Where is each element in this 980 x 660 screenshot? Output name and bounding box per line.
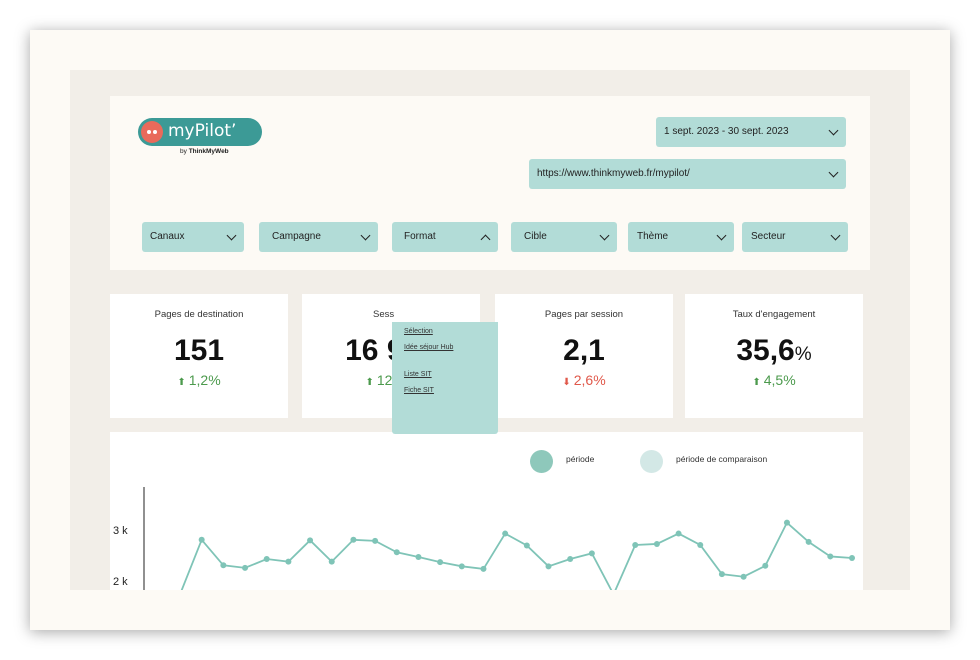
y-tick-label: 2 k <box>113 576 128 588</box>
kpi-delta: ⬆ 4,5% <box>752 372 796 388</box>
sessions-chart-panel: période période de comparaison 3 k 2 k <box>110 432 863 590</box>
kpi-value: 2,1 <box>563 334 605 367</box>
data-point <box>415 553 422 560</box>
chevron-down-icon <box>226 230 237 241</box>
data-point <box>849 555 855 561</box>
series-line-period <box>180 521 853 590</box>
logo-byline: by ThinkMyWeb <box>180 148 229 155</box>
data-point <box>718 571 725 578</box>
data-point <box>372 537 379 544</box>
data-point <box>653 540 660 547</box>
data-point <box>588 550 595 557</box>
legend-dot-comparison <box>640 450 663 473</box>
data-point <box>762 562 769 569</box>
data-point <box>328 558 335 565</box>
filter-cible[interactable]: Cible <box>511 222 617 252</box>
kpi-delta: ⬆ 1,2% <box>177 372 221 388</box>
legend-dot-period <box>530 450 553 473</box>
menu-item-idee-sejour-hub[interactable]: Idée séjour Hub <box>404 344 454 351</box>
chevron-down-icon <box>828 167 839 178</box>
data-point <box>740 573 747 580</box>
data-point <box>393 549 400 556</box>
url-value: https://www.thinkmyweb.fr/mypilot/ <box>537 168 690 179</box>
url-select[interactable]: https://www.thinkmyweb.fr/mypilot/ <box>529 159 846 189</box>
chevron-down-icon <box>599 230 610 241</box>
kpi-title: Sess <box>373 309 395 320</box>
data-point <box>545 563 552 570</box>
kpi-card-pages-per-session: Pages par session 2,1 ⬇ 2,6% <box>495 294 673 418</box>
chevron-up-icon <box>480 234 491 245</box>
data-point <box>783 519 790 526</box>
data-point <box>285 558 292 565</box>
kpi-value: 35,6% <box>736 334 812 367</box>
data-point <box>632 542 639 548</box>
arrow-up-icon: ⬆ <box>365 377 374 388</box>
data-point <box>437 559 444 566</box>
data-point <box>675 530 682 537</box>
data-point <box>805 538 812 545</box>
kpi-card-pages-destination: Pages de destination 151 ⬆ 1,2% <box>110 294 288 418</box>
kpi-title: Taux d'engagement <box>732 309 816 320</box>
arrow-up-icon: ⬆ <box>752 377 761 388</box>
kpi-value: 151 <box>173 334 225 367</box>
data-point <box>523 542 530 549</box>
data-point <box>198 536 205 543</box>
menu-item-selection[interactable]: Sélection <box>404 328 433 335</box>
kpi-title: Pages par session <box>544 309 624 320</box>
logo-text: myPilot’ <box>168 121 237 141</box>
data-point <box>567 556 574 563</box>
chevron-down-icon <box>830 230 841 241</box>
report-frame: myPilot’ by ThinkMyWeb 1 sept. 2023 - 30… <box>30 30 950 630</box>
date-range-select[interactable]: 1 sept. 2023 - 30 sept. 2023 <box>656 117 846 147</box>
data-point <box>827 553 834 560</box>
data-point <box>697 542 704 548</box>
sessions-line-chart <box>143 487 855 590</box>
menu-item-fiche-sit[interactable]: Fiche SIT <box>404 387 434 394</box>
data-point <box>458 563 465 570</box>
report-canvas: myPilot’ by ThinkMyWeb 1 sept. 2023 - 30… <box>70 70 910 590</box>
filter-secteur[interactable]: Secteur <box>742 222 848 252</box>
legend-label-comparison: période de comparaison <box>676 454 768 464</box>
data-point <box>350 536 357 543</box>
y-tick-label: 3 k <box>113 525 128 537</box>
chevron-down-icon <box>716 230 727 241</box>
filter-format[interactable]: Format <box>392 222 498 252</box>
kpi-card-engagement-rate: Taux d'engagement 35,6% ⬆ 4,5% <box>685 294 863 418</box>
mypilot-logo: myPilot’ <box>138 118 262 146</box>
kpi-delta: ⬇ 2,6% <box>562 372 606 388</box>
data-point <box>263 556 270 563</box>
logo-mark-icon <box>141 121 163 143</box>
filter-theme[interactable]: Thème <box>628 222 734 252</box>
data-point <box>242 564 249 571</box>
chevron-down-icon <box>360 230 371 241</box>
arrow-up-icon: ⬆ <box>177 377 186 388</box>
format-dropdown-menu: Sélection Idée séjour Hub Liste SIT Fich… <box>392 322 498 434</box>
filter-canaux[interactable]: Canaux <box>142 222 244 252</box>
date-range-value: 1 sept. 2023 - 30 sept. 2023 <box>664 126 789 137</box>
data-point <box>307 537 314 544</box>
data-point <box>220 562 227 569</box>
arrow-down-icon: ⬇ <box>562 377 571 388</box>
legend-label-period: période <box>566 454 595 464</box>
header-panel: myPilot’ by ThinkMyWeb 1 sept. 2023 - 30… <box>110 96 870 270</box>
filter-campagne[interactable]: Campagne <box>259 222 378 252</box>
data-point <box>480 565 487 572</box>
data-point <box>502 530 509 537</box>
kpi-title: Pages de destination <box>154 309 244 320</box>
chevron-down-icon <box>828 125 839 136</box>
menu-item-liste-sit[interactable]: Liste SIT <box>404 371 432 378</box>
